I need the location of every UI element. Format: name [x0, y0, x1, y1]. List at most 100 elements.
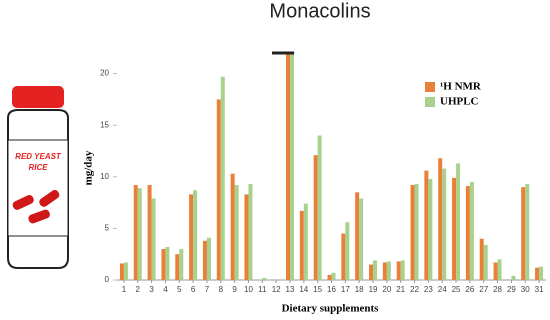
bar	[123, 262, 128, 280]
x-tick-label: 26	[465, 285, 474, 294]
bar	[469, 181, 474, 280]
bar	[386, 261, 391, 280]
bar	[175, 254, 180, 280]
bar	[137, 188, 142, 280]
x-tick-label: 23	[424, 285, 433, 294]
x-tick-label: 19	[369, 285, 378, 294]
y-tick-label: 20	[100, 69, 109, 78]
bar	[424, 170, 429, 280]
bar	[285, 53, 290, 280]
jar-lid	[12, 86, 64, 108]
x-tick-label: 1	[122, 285, 127, 294]
bar	[244, 194, 249, 280]
bar	[216, 99, 221, 280]
x-tick-label: 22	[410, 285, 419, 294]
bar	[262, 277, 267, 280]
x-tick-label: 29	[507, 285, 516, 294]
bar	[373, 260, 378, 280]
bar	[414, 184, 419, 280]
bar	[151, 198, 156, 280]
x-tick-label: 3	[149, 285, 154, 294]
bar	[369, 264, 374, 280]
bar	[206, 237, 211, 280]
rice-grain	[39, 189, 60, 207]
bar	[317, 135, 322, 280]
jar-text: RED YEAST	[15, 152, 62, 161]
y-axis-label: mg/day	[83, 150, 95, 185]
bar	[428, 178, 433, 280]
x-tick-label: 20	[382, 285, 391, 294]
bar	[230, 173, 235, 280]
bar	[355, 192, 360, 280]
bar	[202, 240, 207, 280]
bar	[497, 259, 502, 280]
bar	[539, 266, 544, 280]
bar	[331, 272, 336, 280]
x-tick-label: 30	[521, 285, 530, 294]
x-tick-label: 6	[191, 285, 196, 294]
x-tick-label: 4	[163, 285, 168, 294]
x-tick-label: 25	[452, 285, 461, 294]
bar	[147, 185, 152, 280]
x-tick-label: 28	[493, 285, 502, 294]
x-tick-label: 10	[244, 285, 253, 294]
bar	[525, 184, 530, 280]
chart-title: Monacolins	[269, 0, 370, 22]
legend-label: ¹H NMR	[440, 81, 482, 93]
bar	[345, 222, 350, 280]
x-tick-label: 14	[299, 285, 308, 294]
x-tick-label: 8	[219, 285, 224, 294]
bar	[165, 246, 170, 280]
bar	[456, 163, 461, 280]
rice-grain	[12, 195, 34, 210]
jar-text: RICE	[28, 163, 48, 172]
x-tick-label: 16	[327, 285, 336, 294]
bar	[289, 53, 294, 280]
x-tick-label: 5	[177, 285, 182, 294]
bar	[341, 233, 346, 280]
bar	[438, 158, 443, 280]
rice-grain	[28, 209, 50, 224]
bar	[442, 168, 447, 280]
y-tick-label: 10	[100, 172, 109, 181]
bar	[303, 203, 308, 280]
legend-swatch	[425, 82, 435, 92]
bar	[119, 263, 124, 280]
bar	[189, 194, 194, 280]
legend-swatch	[425, 97, 435, 107]
y-tick-label: 0	[105, 275, 110, 284]
x-tick-label: 18	[355, 285, 364, 294]
bar	[327, 274, 332, 280]
bar	[479, 238, 484, 280]
bar	[179, 249, 184, 280]
x-tick-label: 9	[232, 285, 237, 294]
x-axis-label: Dietary supplements	[282, 303, 380, 315]
bar	[511, 275, 516, 280]
bar	[234, 185, 239, 280]
bar	[535, 267, 540, 280]
bar	[161, 249, 166, 280]
x-tick-label: 31	[535, 285, 544, 294]
x-tick-label: 11	[258, 285, 267, 294]
bar	[465, 186, 470, 280]
bar	[299, 210, 304, 280]
x-tick-label: 21	[396, 285, 405, 294]
bar	[410, 185, 415, 280]
x-tick-label: 12	[272, 285, 281, 294]
x-tick-label: 15	[313, 285, 322, 294]
x-tick-label: 17	[341, 285, 350, 294]
y-tick-label: 5	[105, 224, 110, 233]
bar	[193, 190, 198, 280]
bar	[396, 261, 401, 280]
bar	[382, 262, 387, 280]
bar	[452, 177, 457, 280]
x-tick-label: 13	[286, 285, 295, 294]
x-tick-label: 7	[205, 285, 210, 294]
bar	[483, 244, 488, 280]
bar	[248, 184, 253, 280]
bar	[313, 155, 318, 280]
bar	[493, 262, 498, 280]
x-tick-label: 24	[438, 285, 447, 294]
